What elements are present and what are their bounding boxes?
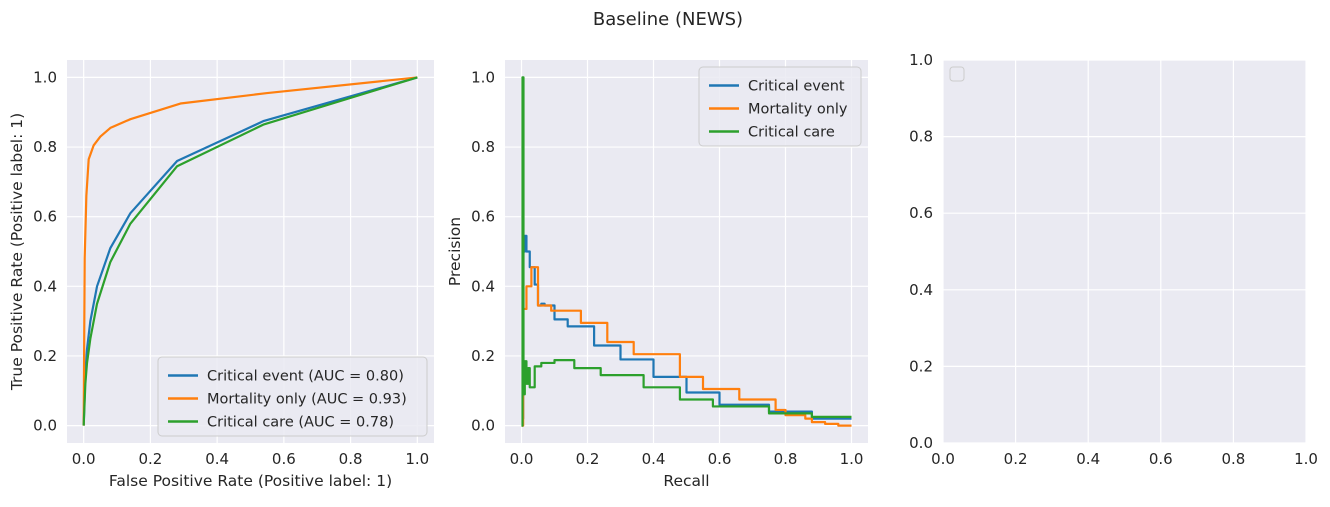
- empty-x-tick-label: 0.8: [1221, 450, 1245, 468]
- roc-y-tick-label: 0.2: [33, 347, 57, 365]
- empty-legend: [949, 66, 965, 82]
- roc-legend-label-2: Mortality only (AUC = 0.93): [207, 392, 407, 408]
- roc-legend-label-1: Critical event (AUC = 0.80): [207, 369, 404, 385]
- empty-y-tick-label: 1.0: [909, 51, 933, 69]
- roc-x-tick-label: 0.2: [138, 450, 162, 468]
- pr-x-tick-label: 0.8: [774, 450, 798, 468]
- pr-y-tick-label: 0.0: [471, 417, 495, 435]
- pr-x-tick-label: 0.6: [708, 450, 732, 468]
- empty-y-tick-label: 0.0: [909, 434, 933, 452]
- pr-legend: Critical event Mortality only Critical car…: [698, 66, 862, 147]
- roc-legend-label-3: Critical care (AUC = 0.78): [207, 415, 394, 431]
- pr-legend-label-2: Mortality only: [748, 102, 848, 118]
- empty-x-tick-label: 0.2: [1004, 450, 1028, 468]
- pr-y-axis-label: Precision: [446, 217, 464, 286]
- empty-y-tick-label: 0.2: [909, 357, 933, 375]
- roc-y-tick-label: 0.4: [33, 277, 57, 295]
- empty-x-tick-label: 0.4: [1076, 450, 1100, 468]
- empty-plot-area: [943, 60, 1306, 443]
- pr-series-3-line: [521, 76, 852, 427]
- roc-y-axis-label: True Positive Rate (Positive label: 1): [8, 113, 26, 391]
- roc-y-tick-label: 0.0: [33, 417, 57, 435]
- figure-suptitle: Baseline (NEWS): [593, 9, 743, 30]
- roc-y-tick-label: 0.6: [33, 208, 57, 226]
- empty-y-tick-label: 0.4: [909, 281, 933, 299]
- pr-y-tick-label: 1.0: [471, 68, 495, 86]
- roc-x-tick-label: 1.0: [405, 450, 429, 468]
- pr-x-tick-label: 0.0: [510, 450, 534, 468]
- roc-panel: 0.0 0.2 0.4 0.6 0.8 1.0 0.0 0.2 0.4 0.6 0.8 1.0 Fals…: [8, 60, 434, 490]
- roc-x-tick-label: 0.8: [339, 450, 363, 468]
- pr-y-tick-label: 0.8: [471, 138, 495, 156]
- roc-y-tick-label: 0.8: [33, 138, 57, 156]
- roc-x-axis-label: False Positive Rate (Positive label: 1): [109, 472, 392, 490]
- roc-x-tick-label: 0.4: [205, 450, 229, 468]
- roc-y-tick-label: 1.0: [33, 68, 57, 86]
- roc-series-3-line: [82, 76, 418, 426]
- empty-x-tick-label: 0.6: [1149, 450, 1173, 468]
- pr-x-axis-label: Recall: [663, 472, 709, 490]
- pr-y-tick-label: 0.6: [471, 208, 495, 226]
- empty-legend-box: [949, 66, 965, 82]
- pr-x-tick-label: 0.4: [642, 450, 666, 468]
- roc-legend: Critical event (AUC = 0.80) Mortality onl…: [157, 356, 428, 437]
- roc-x-tick-label: 0.0: [72, 450, 96, 468]
- pr-y-tick-label: 0.4: [471, 277, 495, 295]
- pr-y-tick-label: 0.2: [471, 347, 495, 365]
- roc-x-tick-label: 0.6: [272, 450, 296, 468]
- pr-panel: 0.0 0.2 0.4 0.6 0.8 1.0 0.0 0.2 0.4 0.6 0.8 1.0 Reca…: [446, 60, 868, 490]
- pr-legend-box: [698, 66, 862, 147]
- empty-x-tick-label: 0.0: [931, 450, 955, 468]
- panels: 0.0 0.2 0.4 0.6 0.8 1.0 0.0 0.2 0.4 0.6 0.8 1.0 Fals…: [8, 51, 1318, 490]
- empty-panel: 0.0 0.2 0.4 0.6 0.8 1.0 0.0 0.2 0.4 0.6 0.8 1.0: [909, 51, 1318, 468]
- pr-legend-label-1: Critical event: [748, 79, 845, 95]
- pr-series-1-line: [521, 234, 852, 420]
- empty-x-tick-label: 1.0: [1294, 450, 1318, 468]
- roc-series-2-line: [82, 76, 418, 426]
- pr-x-tick-label: 1.0: [840, 450, 864, 468]
- empty-y-tick-label: 0.8: [909, 128, 933, 146]
- pr-legend-label-3: Critical care: [748, 125, 835, 141]
- empty-y-tick-label: 0.6: [909, 204, 933, 222]
- roc-legend-box: [157, 356, 428, 437]
- pr-series-2-line: [521, 266, 852, 427]
- pr-x-tick-label: 0.2: [576, 450, 600, 468]
